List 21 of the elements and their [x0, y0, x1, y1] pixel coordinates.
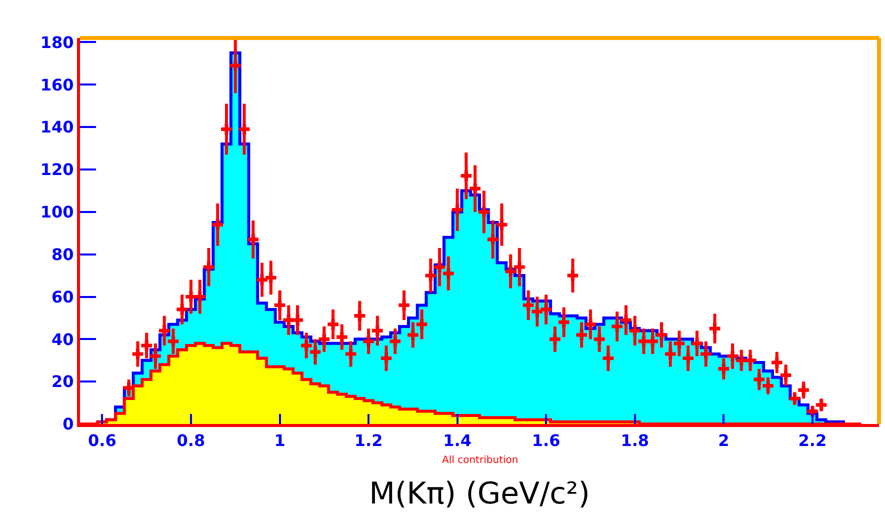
y-tick-label: 140 [40, 118, 74, 137]
x-tick-label: 1.8 [620, 431, 650, 450]
y-tick-label: 100 [40, 202, 74, 222]
y-tick-label: 20 [52, 372, 74, 392]
x-tick-label: 2.2 [798, 431, 827, 450]
y-tick-label: 180 [40, 32, 74, 52]
y-tick-label: 160 [40, 75, 74, 94]
x-tick-label: 0.8 [176, 431, 206, 450]
text: All contribution [442, 455, 518, 466]
y-tick-label: 40 [52, 330, 74, 349]
x-axis-title: M(Kπ) (GeV/c²) [369, 476, 590, 512]
y-tick-label: 60 [52, 287, 74, 306]
x-tick-label: 1.6 [532, 431, 560, 450]
y-tick-label: 120 [40, 160, 74, 180]
y-tick-label: 0 [62, 414, 74, 434]
x-tick-label: 1.2 [354, 431, 383, 450]
x-tick-label: 2 [718, 431, 730, 450]
y-tick-label: 80 [52, 244, 74, 264]
x-tick-label: 0.6 [88, 431, 116, 450]
x-tick-label: 1 [274, 431, 286, 450]
x-tick-label: 1.4 [443, 431, 472, 450]
